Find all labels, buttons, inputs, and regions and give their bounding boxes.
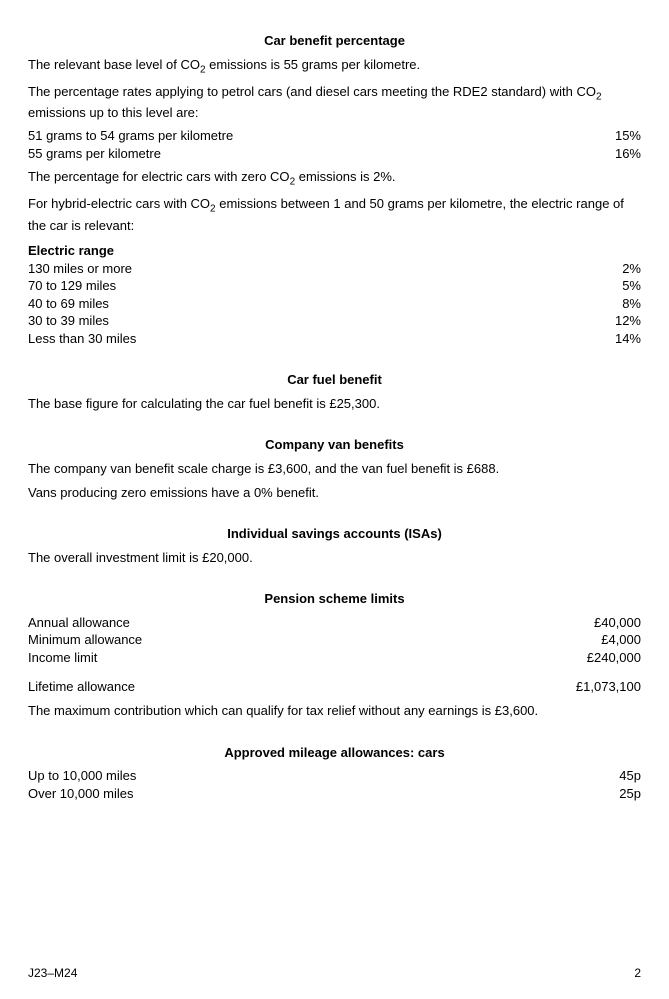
range-value: 8% [610,295,641,313]
mileage-label: Over 10,000 miles [28,785,607,803]
range-label: 40 to 69 miles [28,295,610,313]
footer-page-number: 2 [634,965,641,981]
range-value: 2% [610,260,641,278]
pension-label: Minimum allowance [28,631,589,649]
pension-value: £40,000 [582,614,641,632]
text-hybrid: For hybrid-electric cars with CO2 emissi… [28,195,641,234]
rate-row: 55 grams per kilometre 16% [28,145,641,163]
range-row: 70 to 129 miles 5% [28,277,641,295]
text-fragment: The relevant base level of CO [28,57,200,72]
range-value: 14% [603,330,641,348]
range-label: Less than 30 miles [28,330,603,348]
pension-row: Annual allowance £40,000 [28,614,641,632]
text-van-2: Vans producing zero emissions have a 0% … [28,484,641,502]
text-pension-note: The maximum contribution which can quali… [28,702,641,720]
range-value: 12% [603,312,641,330]
range-row: Less than 30 miles 14% [28,330,641,348]
pension-row: Minimum allowance £4,000 [28,631,641,649]
pension-label: Lifetime allowance [28,678,564,696]
text-electric: The percentage for electric cars with ze… [28,168,641,189]
text-isa: The overall investment limit is £20,000. [28,549,641,567]
heading-van: Company van benefits [28,436,641,454]
heading-pension: Pension scheme limits [28,590,641,608]
text-fragment: emissions is 55 grams per kilometre. [206,57,421,72]
range-value: 5% [610,277,641,295]
rate-label: 55 grams per kilometre [28,145,603,163]
pension-value: £4,000 [589,631,641,649]
range-row: 130 miles or more 2% [28,260,641,278]
text-fragment: The percentage for electric cars with ze… [28,169,290,184]
range-label: 130 miles or more [28,260,610,278]
pension-label: Income limit [28,649,575,667]
range-row: 40 to 69 miles 8% [28,295,641,313]
pension-row: Income limit £240,000 [28,649,641,667]
footer-left: J23–M24 [28,965,77,981]
heading-isa: Individual savings accounts (ISAs) [28,525,641,543]
text-fragment: emissions up to this level are: [28,105,199,120]
pension-value: £240,000 [575,649,641,667]
rate-value: 15% [603,127,641,145]
rate-value: 16% [603,145,641,163]
text-co2-base: The relevant base level of CO2 emissions… [28,56,641,77]
mileage-value: 25p [607,785,641,803]
heading-car-fuel: Car fuel benefit [28,371,641,389]
mileage-row: Up to 10,000 miles 45p [28,767,641,785]
text-fragment: For hybrid-electric cars with CO [28,196,210,211]
text-van-1: The company van benefit scale charge is … [28,460,641,478]
rate-row: 51 grams to 54 grams per kilometre 15% [28,127,641,145]
rate-label: 51 grams to 54 grams per kilometre [28,127,603,145]
mileage-label: Up to 10,000 miles [28,767,607,785]
page-footer: J23–M24 2 [28,965,641,981]
pension-value: £1,073,100 [564,678,641,696]
range-label: 70 to 129 miles [28,277,610,295]
subscript-2: 2 [596,91,602,102]
pension-row-lifetime: Lifetime allowance £1,073,100 [28,678,641,696]
heading-car-benefit-pct: Car benefit percentage [28,32,641,50]
text-fragment: emissions is 2%. [295,169,395,184]
range-label: 30 to 39 miles [28,312,603,330]
heading-electric-range: Electric range [28,242,641,260]
text-car-fuel: The base figure for calculating the car … [28,395,641,413]
pension-label: Annual allowance [28,614,582,632]
mileage-row: Over 10,000 miles 25p [28,785,641,803]
mileage-value: 45p [607,767,641,785]
range-row: 30 to 39 miles 12% [28,312,641,330]
text-rates-intro: The percentage rates applying to petrol … [28,83,641,122]
text-fragment: The percentage rates applying to petrol … [28,84,596,99]
heading-mileage: Approved mileage allowances: cars [28,744,641,762]
